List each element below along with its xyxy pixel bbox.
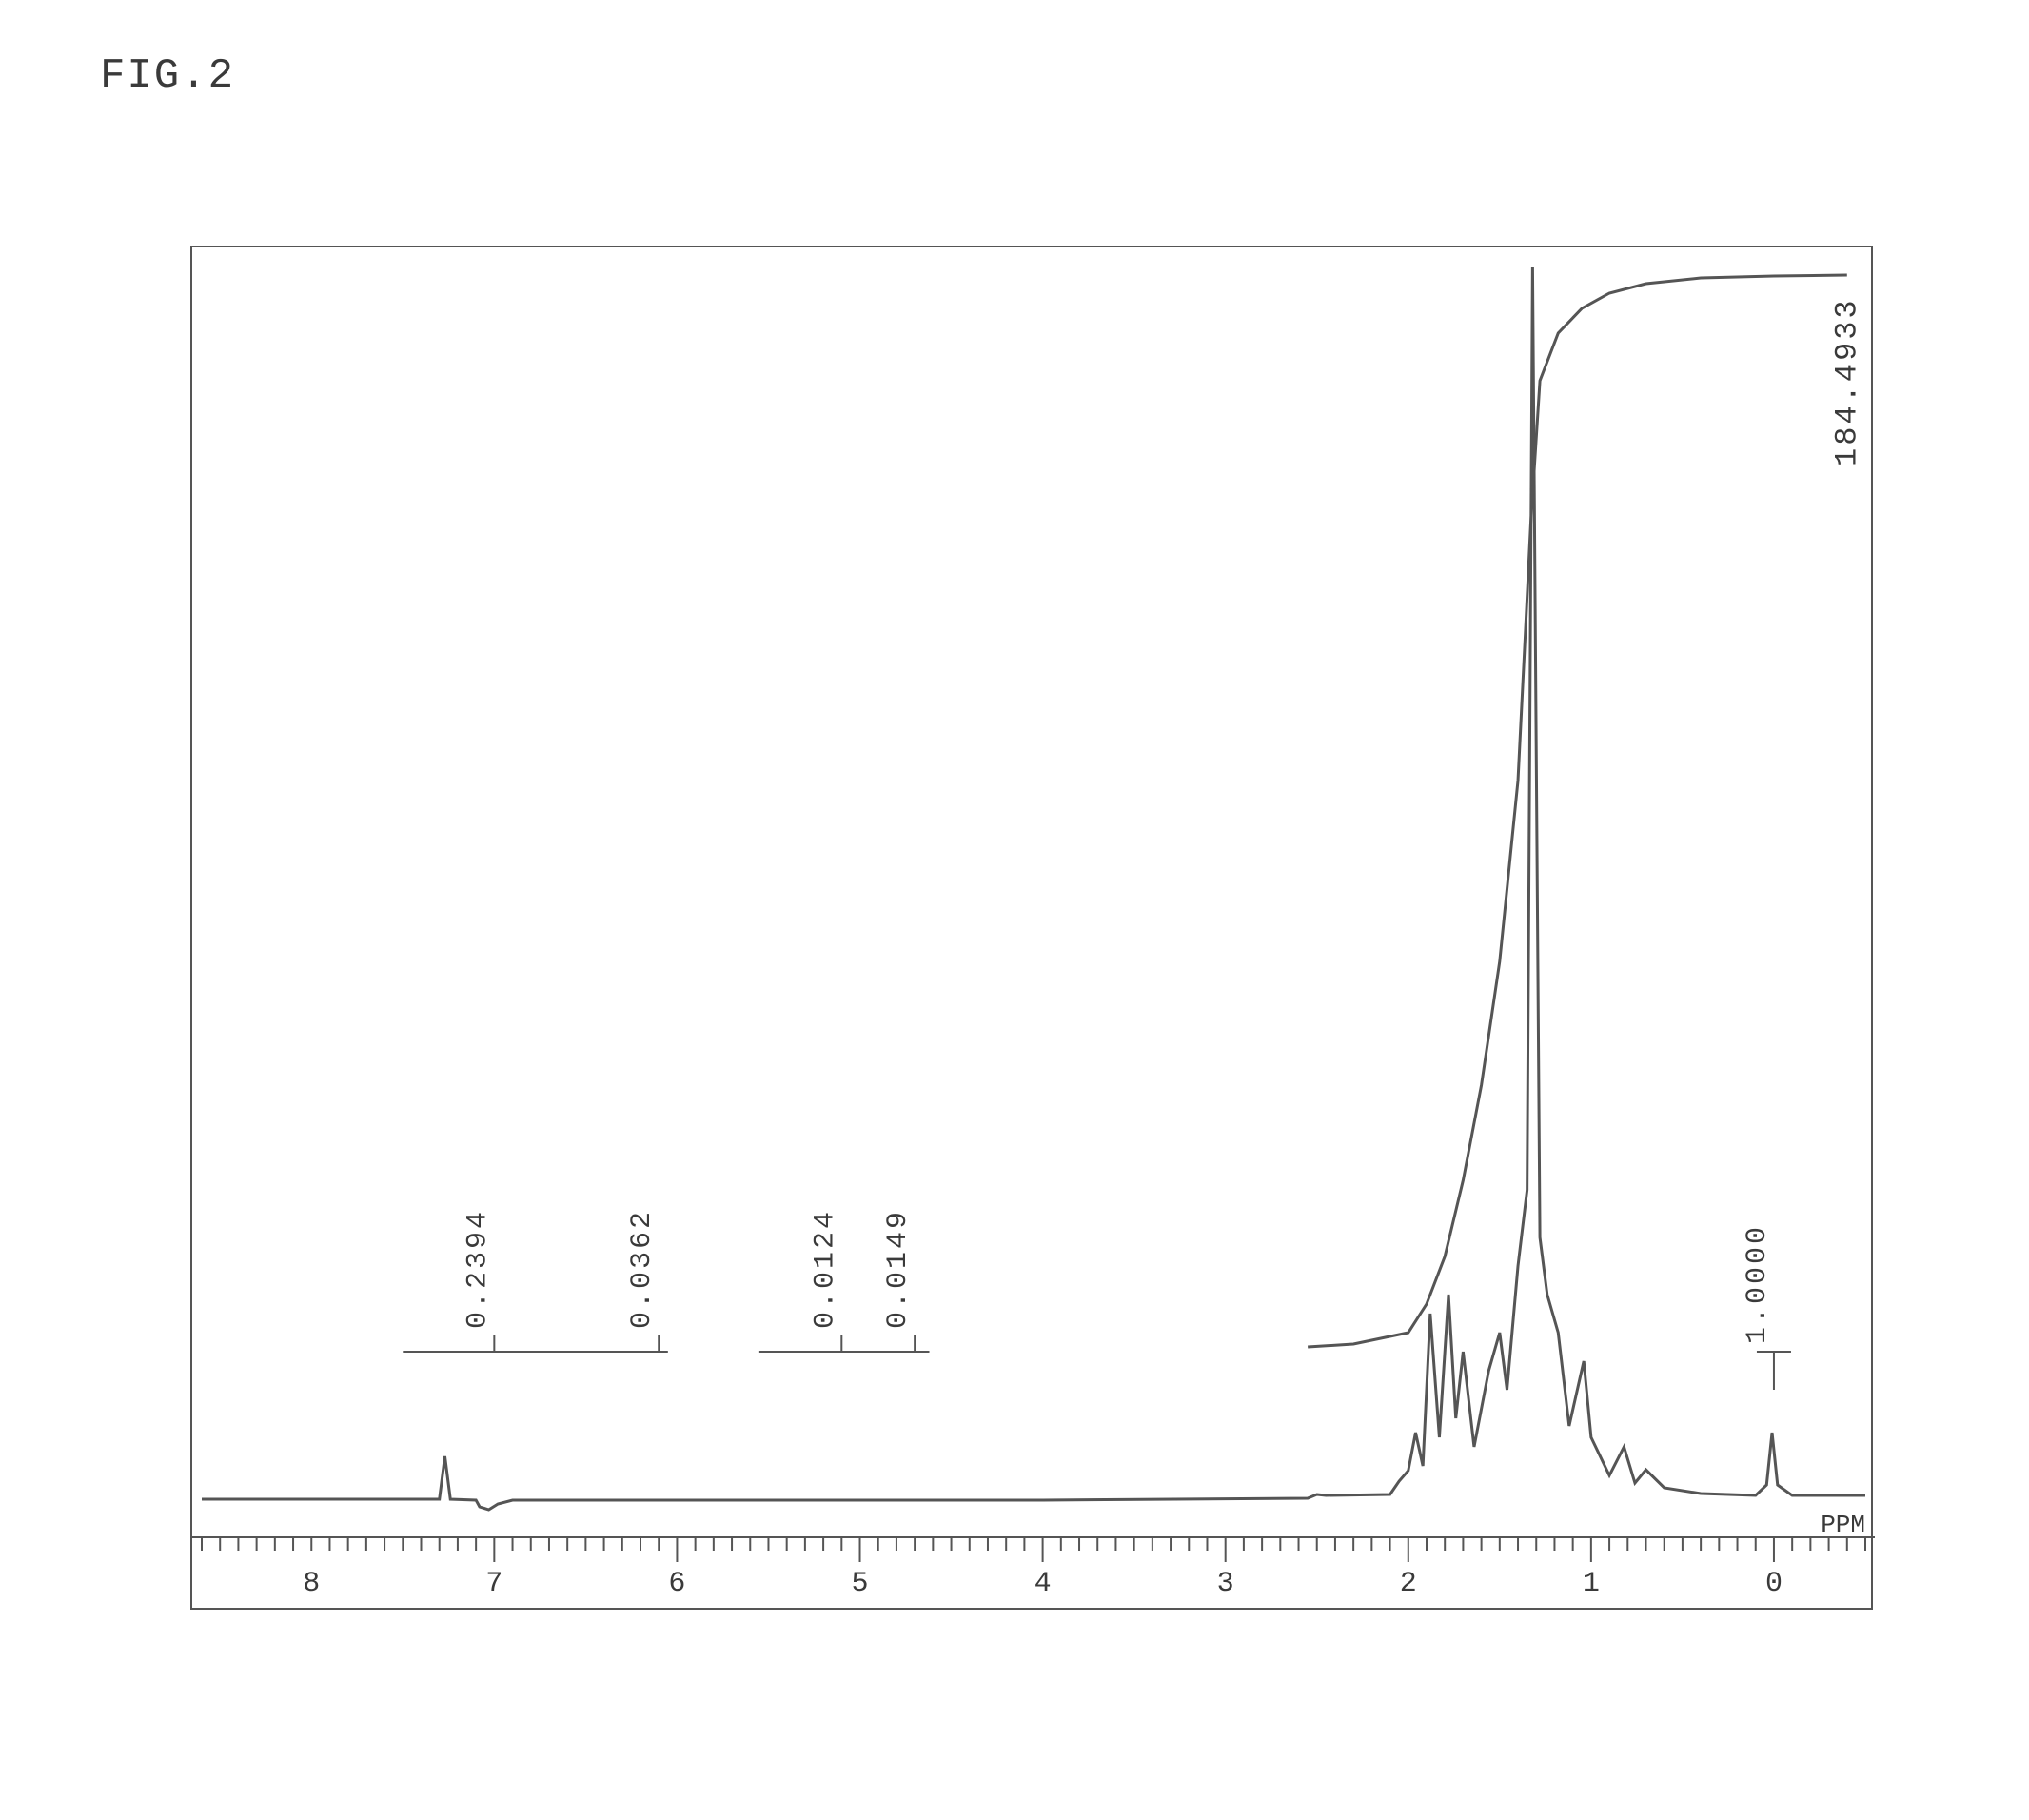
main-integral-value: 184.4933 (1830, 297, 1865, 466)
axis-tick-label: 0 (1765, 1568, 1783, 1600)
reference-value: 1.0000 (1742, 1224, 1774, 1344)
axis-tick-label: 6 (668, 1568, 685, 1600)
figure-title: FIG.2 (100, 52, 235, 100)
page: FIG.2 0.2394 0.0362 0.0124 0.0149 1.0000 184.… (0, 0, 2029, 1820)
nmr-spectrum-svg: 0.2394 0.0362 0.0124 0.0149 1.0000 184.4933 0 1… (192, 247, 1875, 1612)
axis-tick-label: 5 (852, 1568, 869, 1600)
axis-unit-label: PPM (1821, 1511, 1865, 1539)
integral-curve (1308, 275, 1847, 1347)
axis-tick-label: 4 (1034, 1568, 1052, 1600)
spectrum-trace (202, 267, 1865, 1510)
axis-tick-label: 1 (1583, 1568, 1600, 1600)
plot-frame: 0.2394 0.0362 0.0124 0.0149 1.0000 184.4933 0 1… (190, 246, 1873, 1610)
axis-tick-label: 2 (1400, 1568, 1417, 1600)
axis-tick-label: 8 (303, 1568, 320, 1600)
integral-value: 0.0124 (809, 1209, 841, 1329)
axis-tick-label: 7 (485, 1568, 502, 1600)
axis-tick-label: 3 (1217, 1568, 1234, 1600)
integral-value: 0.2394 (462, 1209, 494, 1329)
integral-value: 0.0149 (882, 1209, 915, 1329)
integral-value: 0.0362 (626, 1209, 659, 1329)
